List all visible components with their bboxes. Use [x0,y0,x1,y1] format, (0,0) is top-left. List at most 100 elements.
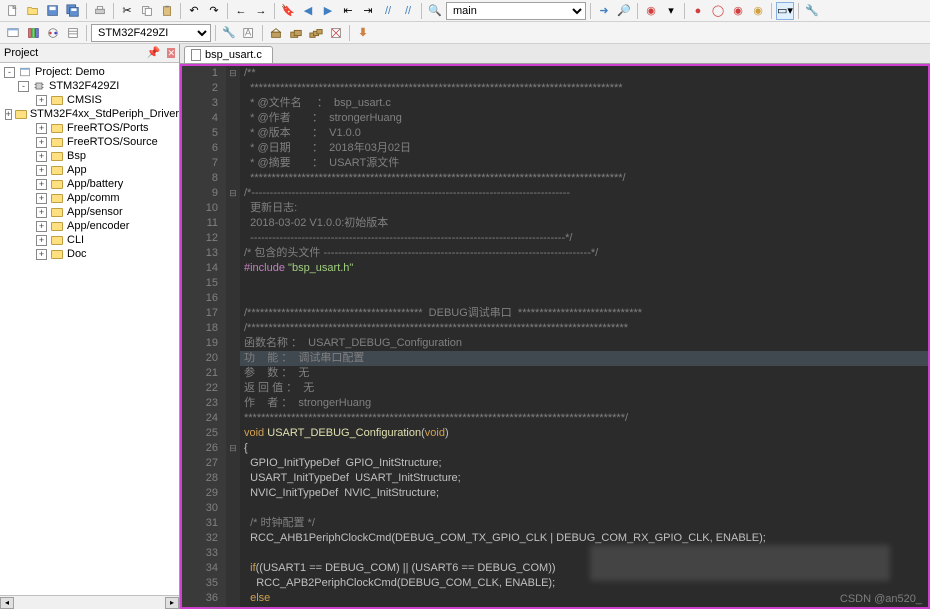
code-line[interactable]: RCC_APB1PeriphClockCmd(DEBUG_COM_CLK, EN… [240,606,928,607]
tree-toggle-icon[interactable]: + [36,123,47,134]
code-line[interactable] [240,291,928,306]
close-icon[interactable]: ✕ [167,48,175,58]
templates-icon[interactable] [64,24,82,42]
tree-folder[interactable]: +App [0,163,179,177]
save-icon[interactable] [44,2,62,20]
options-icon[interactable]: 🔧 [803,2,821,20]
tree-root[interactable]: -Project: Demo [0,65,179,79]
build-all-icon[interactable] [307,24,325,42]
code-line[interactable]: 2018-03-02 V1.0.0:初始版本 [240,216,928,231]
code-line[interactable]: RCC_AHB1PeriphClockCmd(DEBUG_COM_TX_GPIO… [240,531,928,546]
indent-right-icon[interactable]: ⇥ [359,2,377,20]
code-line[interactable]: { [240,441,928,456]
tree-toggle-icon[interactable]: + [36,179,47,190]
project-scrollbar[interactable]: ◂ ▸ [0,595,179,609]
code-line[interactable]: /*--------------------------------------… [240,186,928,201]
tree-folder[interactable]: +FreeRTOS/Ports [0,121,179,135]
target-device-combo[interactable]: STM32F429ZI [91,24,211,42]
code-line[interactable]: RCC_APB2PeriphClockCmd(DEBUG_COM_CLK, EN… [240,576,928,591]
scroll-track[interactable] [14,597,165,609]
scroll-left-icon[interactable]: ◂ [0,597,14,609]
tree-toggle-icon[interactable]: + [36,137,47,148]
code-line[interactable]: 参 数 ： 无 [240,366,928,381]
tree-toggle-icon[interactable]: + [5,109,12,120]
uncomment-icon[interactable]: // [399,2,417,20]
code-line[interactable]: 作 者 ： strongerHuang [240,396,928,411]
debug-window2-icon[interactable]: ▾ [662,2,680,20]
editor-tab-active[interactable]: bsp_usart.c [184,46,273,63]
comment-icon[interactable]: // [379,2,397,20]
code-line[interactable]: * @日期 ： 2018年03月02日 [240,141,928,156]
paste-icon[interactable] [158,2,176,20]
tree-toggle-icon[interactable]: - [4,67,15,78]
bookmark-toggle-icon[interactable]: 🔖 [279,2,297,20]
redo-icon[interactable]: ↷ [205,2,223,20]
debug-window-icon[interactable]: ◉ [642,2,660,20]
code-line[interactable]: ****************************************… [240,171,928,186]
fold-column[interactable]: ⊟⊟⊟ [226,66,240,607]
copy-icon[interactable] [138,2,156,20]
download-icon[interactable] [354,24,372,42]
code-line[interactable]: ----------------------------------------… [240,231,928,246]
tree-folder[interactable]: +App/comm [0,191,179,205]
stop-record-icon[interactable]: ◯ [709,2,727,20]
bookmark-next-icon[interactable]: ▶ [319,2,337,20]
project-window-icon[interactable] [4,24,22,42]
code-line[interactable]: 返 回 值 ： 无 [240,381,928,396]
code-line[interactable]: /* 时钟配置 */ [240,516,928,531]
code-line[interactable]: USART_InitTypeDef USART_InitStructure; [240,471,928,486]
tree-folder[interactable]: +App/sensor [0,205,179,219]
scroll-right-icon[interactable]: ▸ [165,597,179,609]
breakpoint-icon[interactable]: ◉ [729,2,747,20]
tree-toggle-icon[interactable]: + [36,221,47,232]
code-line[interactable]: 功 能 ： 调试串口配置 [240,351,928,366]
code-line[interactable] [240,546,928,561]
code-line[interactable]: ****************************************… [240,411,928,426]
code-line[interactable]: * @版本 ： V1.0.0 [240,126,928,141]
pin-icon[interactable]: 📌 [147,47,161,59]
code-editor[interactable]: /** ************************************… [240,66,928,607]
books-icon[interactable] [24,24,42,42]
code-line[interactable]: /***************************************… [240,306,928,321]
code-line[interactable]: /***************************************… [240,321,928,336]
indent-left-icon[interactable]: ⇤ [339,2,357,20]
file-ext-icon[interactable]: A [240,24,258,42]
code-line[interactable]: void USART_DEBUG_Configuration(void) [240,426,928,441]
stop-build-icon[interactable] [327,24,345,42]
tree-folder[interactable]: +App/battery [0,177,179,191]
nav-back-icon[interactable]: ← [232,2,250,20]
breakpoint-disable-icon[interactable]: ◉ [749,2,767,20]
bookmark-prev-icon[interactable]: ◀ [299,2,317,20]
tree-toggle-icon[interactable]: - [18,81,29,92]
tree-folder[interactable]: +Bsp [0,149,179,163]
project-tree[interactable]: -Project: Demo-STM32F429ZI+CMSIS+STM32F4… [0,63,179,595]
code-line[interactable]: 更新日志: [240,201,928,216]
tree-toggle-icon[interactable]: + [36,151,47,162]
record-icon[interactable]: ● [689,2,707,20]
tree-folder[interactable]: +CMSIS [0,93,179,107]
tree-toggle-icon[interactable]: + [36,95,47,106]
tree-toggle-icon[interactable]: + [36,193,47,204]
tree-folder[interactable]: +STM32F4xx_StdPeriph_Driver [0,107,179,121]
save-all-icon[interactable] [64,2,82,20]
rebuild-icon[interactable] [287,24,305,42]
tree-folder[interactable]: +FreeRTOS/Source [0,135,179,149]
code-line[interactable]: /* 包含的头文件 ------------------------------… [240,246,928,261]
tree-folder[interactable]: +App/encoder [0,219,179,233]
cut-icon[interactable]: ✂ [118,2,136,20]
nav-forward-icon[interactable]: → [252,2,270,20]
functions-icon[interactable] [44,24,62,42]
tree-toggle-icon[interactable]: + [36,235,47,246]
tree-folder[interactable]: +Doc [0,247,179,261]
undo-icon[interactable]: ↶ [185,2,203,20]
open-file-icon[interactable] [24,2,42,20]
tree-toggle-icon[interactable]: + [36,207,47,218]
find-icon[interactable]: 🔍 [426,2,444,20]
code-line[interactable]: ****************************************… [240,81,928,96]
window-layout-icon[interactable]: ▭▾ [776,2,794,20]
new-file-icon[interactable] [4,2,22,20]
code-line[interactable]: * @作者 ： strongerHuang [240,111,928,126]
tree-toggle-icon[interactable]: + [36,249,47,260]
print-icon[interactable] [91,2,109,20]
code-line[interactable]: #include "bsp_usart.h" [240,261,928,276]
